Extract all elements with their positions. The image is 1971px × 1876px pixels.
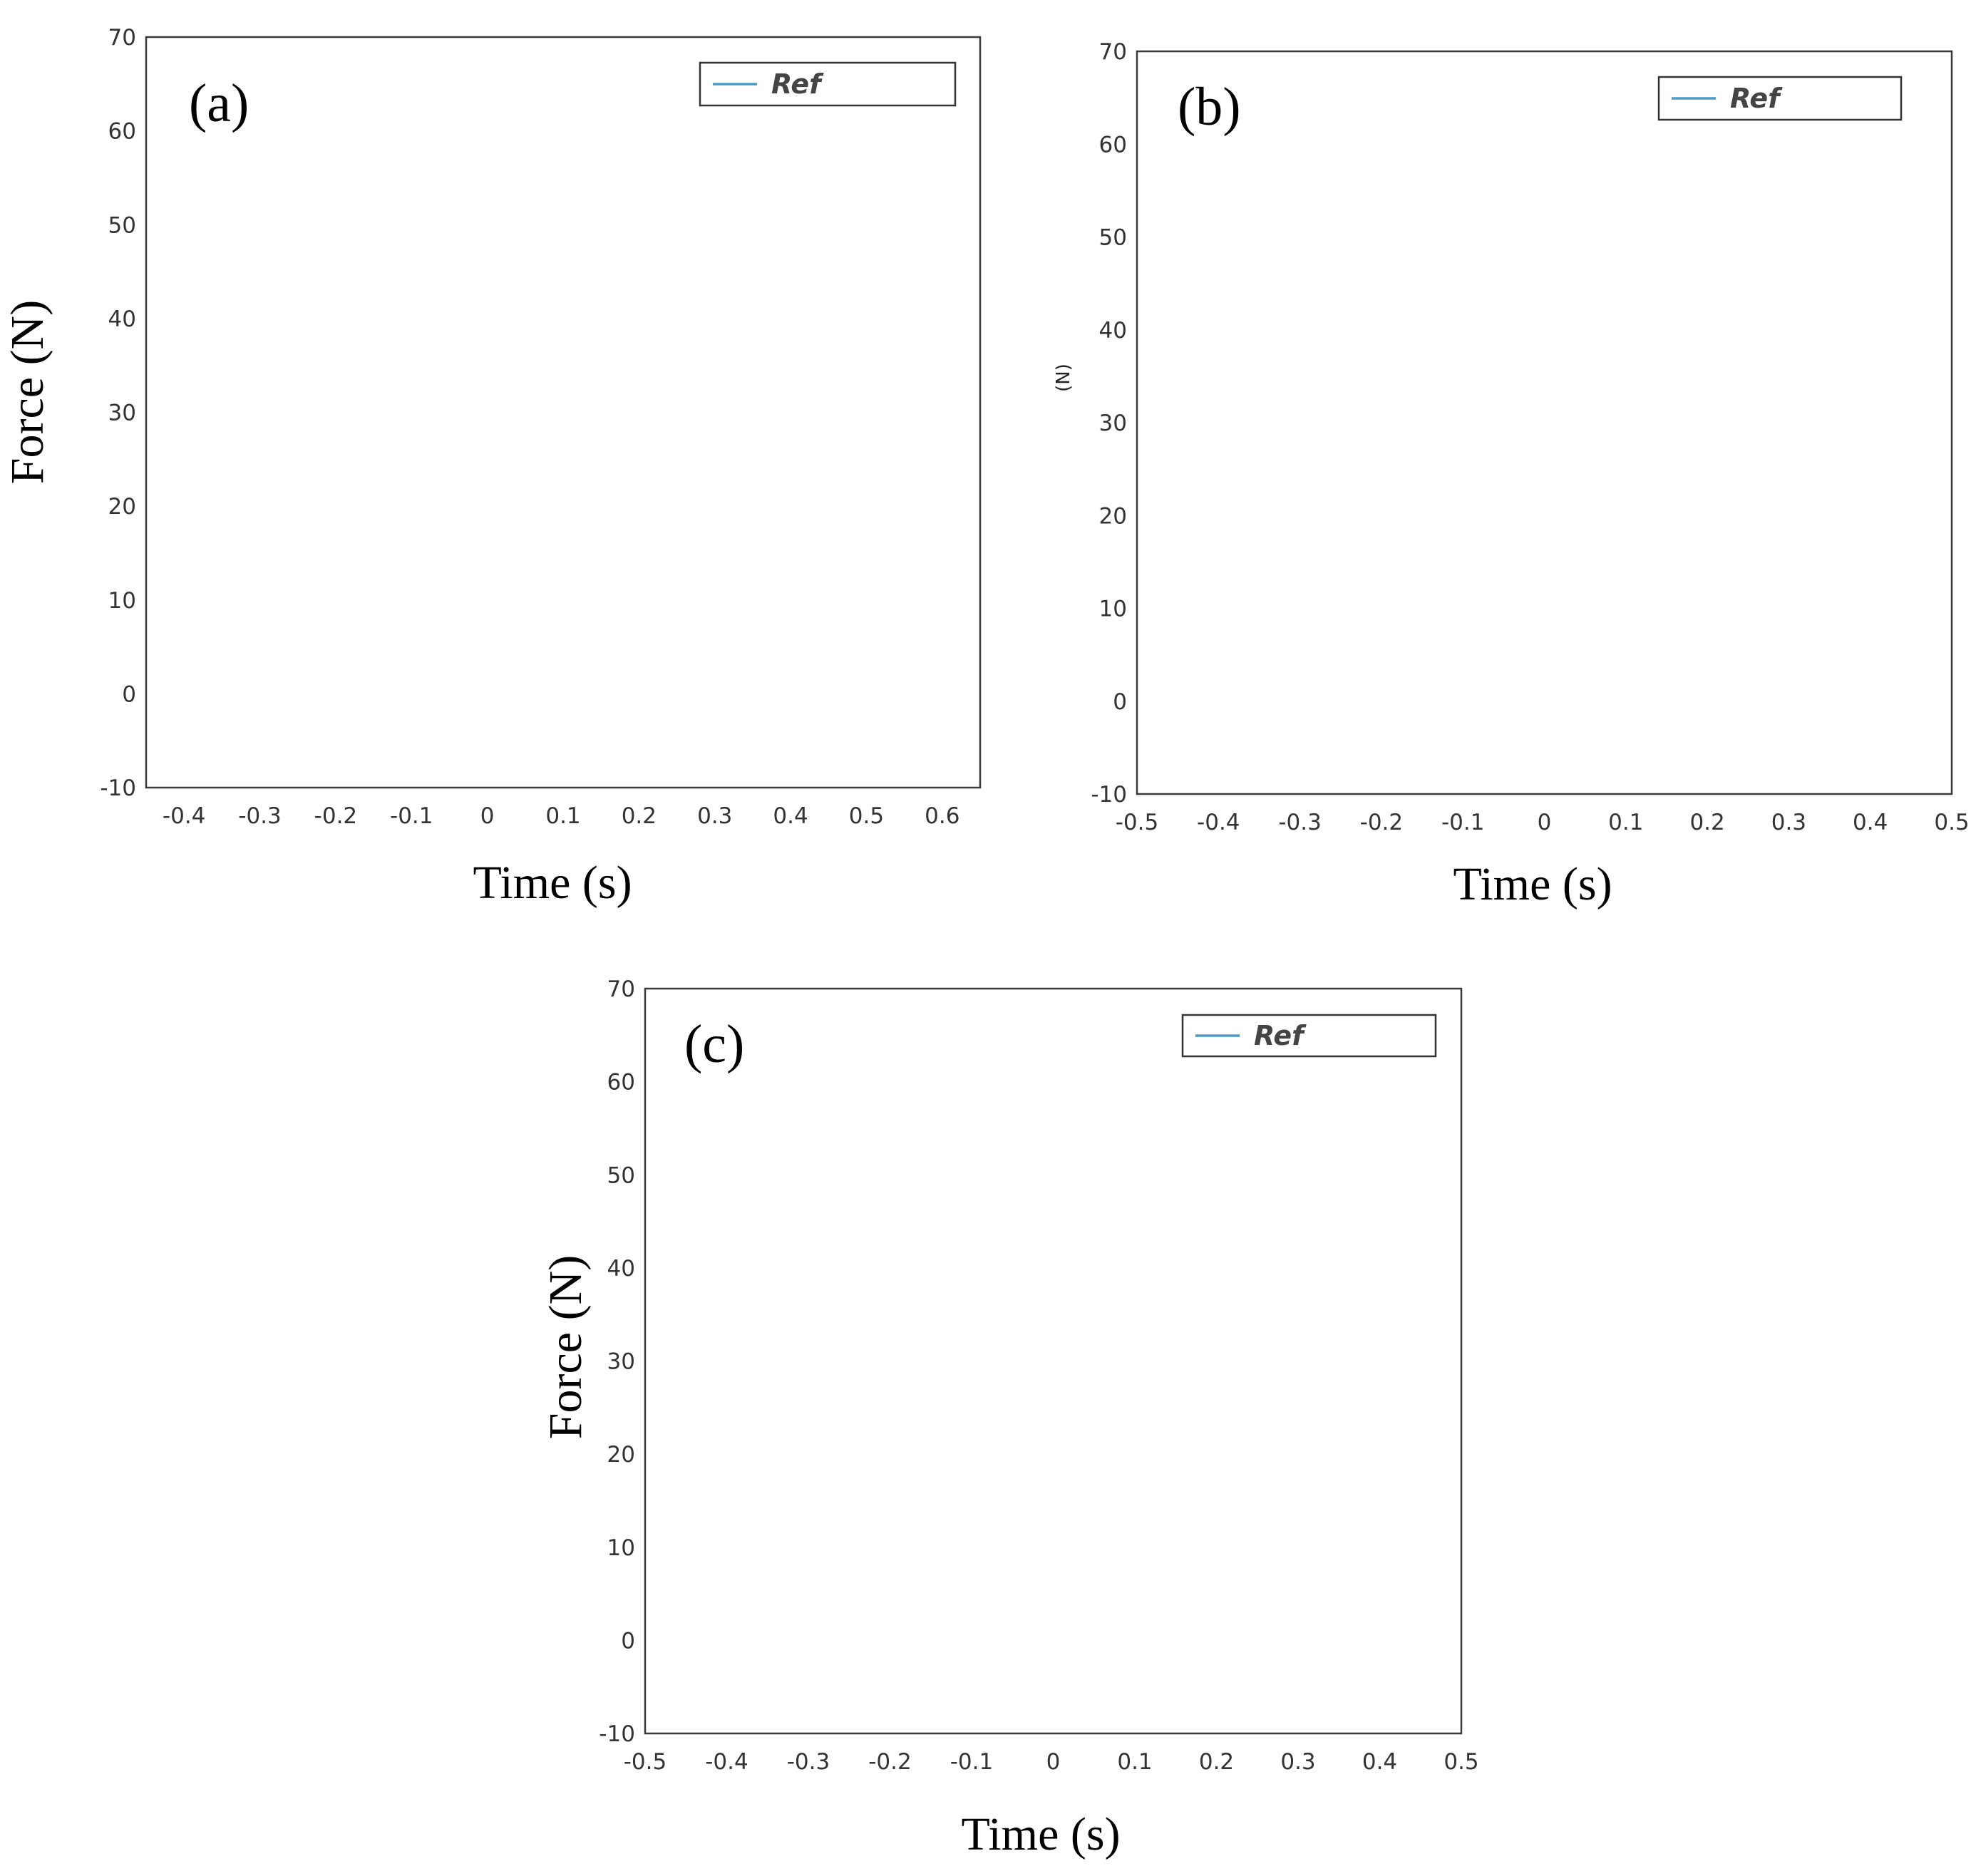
- y-tick-label: 70: [108, 25, 136, 51]
- chart-c: -0.5 -0.4 -0.3 -0.2 -0.1 0 0.1 0.2 0.3 0.4 0.5 -10 0…: [540, 976, 1479, 1860]
- y-tick-label: 10: [607, 1535, 635, 1561]
- y-tick-label: 40: [607, 1256, 635, 1282]
- panel-label: (c): [684, 1014, 744, 1074]
- y-tick-label: 40: [108, 306, 136, 332]
- y-tick-label: 50: [607, 1163, 635, 1188]
- chart-panel-c: -0.5 -0.4 -0.3 -0.2 -0.1 0 0.1 0.2 0.3 0.4 0.5 -10 0…: [540, 976, 1479, 1860]
- chart-panel-b: -0.5 -0.4 -0.3 -0.2 -0.1 0 0.1 0.2 0.3 0.4 0.5 -10 0…: [1053, 39, 1970, 910]
- y-tick-label: 0: [621, 1628, 635, 1654]
- y-tick-label: -10: [100, 775, 136, 801]
- y-tick-label: 20: [108, 494, 136, 520]
- x-tick-label: 0.5: [1443, 1749, 1478, 1775]
- x-tick-label: 0: [480, 803, 495, 829]
- chart-panel-a: -0.4 -0.3 -0.2 -0.1 0 0.1 0.2 0.3 0.4 0.5 0.6 -10 0 1…: [1, 25, 982, 909]
- x-tick-label: 0.3: [1280, 1749, 1315, 1775]
- x-tick-label: 0.1: [1608, 810, 1643, 835]
- x-tick-label: -0.4: [163, 803, 206, 829]
- plot-frame: [145, 36, 982, 789]
- plot-frame: [1136, 50, 1953, 795]
- x-tick-label: -0.1: [950, 1749, 994, 1775]
- x-tick-label: 0.1: [1117, 1749, 1152, 1775]
- x-tick-label: -0.3: [238, 803, 282, 829]
- y-tick-label: 70: [607, 976, 635, 1002]
- x-tick-label: -0.4: [705, 1749, 748, 1775]
- legend: Ref: [699, 61, 957, 107]
- y-tick-label: 0: [1113, 689, 1127, 715]
- y-tick-label: 50: [1099, 225, 1127, 251]
- x-axis-label: Time (s): [961, 1808, 1120, 1860]
- x-axis-label: Time (s): [1453, 858, 1612, 910]
- legend-ref-label: Ref: [1254, 1020, 1307, 1051]
- x-tick-label: 0.4: [773, 803, 808, 829]
- y-tick-label: 10: [108, 588, 136, 614]
- legend: Ref: [1181, 1014, 1437, 1058]
- x-tick-label: 0.2: [1689, 810, 1724, 835]
- x-tick-label: 0: [1046, 1749, 1061, 1775]
- chart-b: -0.5 -0.4 -0.3 -0.2 -0.1 0 0.1 0.2 0.3 0.4 0.5 -10 0…: [1053, 39, 1970, 910]
- plot-frame: [644, 987, 1463, 1735]
- x-axis-label: Time (s): [473, 857, 632, 909]
- x-tick-label: 0.4: [1853, 810, 1888, 835]
- y-tick-label: 20: [607, 1442, 635, 1468]
- y-tick-label: 60: [1099, 132, 1127, 158]
- y-axis-label: (N): [1053, 364, 1074, 392]
- x-tick-label: -0.2: [314, 803, 358, 829]
- x-tick-label: -0.5: [624, 1749, 667, 1775]
- panel-label: (a): [189, 73, 249, 133]
- x-tick-label: 0.2: [622, 803, 657, 829]
- x-tick-label: -0.4: [1197, 810, 1240, 835]
- legend: Ref: [1657, 76, 1903, 121]
- legend-ref-label: Ref: [771, 68, 824, 100]
- y-tick-label: 20: [1099, 503, 1127, 529]
- y-tick-label: 50: [108, 212, 136, 238]
- y-tick-label: 60: [607, 1070, 635, 1096]
- legend-ref-label: Ref: [1730, 83, 1783, 114]
- x-tick-label: -0.1: [390, 803, 433, 829]
- x-tick-label: 0.6: [925, 803, 959, 829]
- x-tick-label: -0.3: [787, 1749, 830, 1775]
- x-tick-label: 0.3: [697, 803, 732, 829]
- y-tick-label: -10: [1091, 782, 1127, 808]
- y-tick-label: 40: [1099, 318, 1127, 344]
- x-tick-label: -0.1: [1441, 810, 1485, 835]
- y-tick-label: 30: [607, 1349, 635, 1375]
- x-tick-label: 0.5: [849, 803, 884, 829]
- y-tick-label: 10: [1099, 597, 1127, 622]
- x-tick-label: 0.3: [1771, 810, 1806, 835]
- x-tick-label: 0: [1538, 810, 1552, 835]
- y-tick-label: 0: [122, 681, 136, 707]
- x-tick-label: 0.1: [545, 803, 580, 829]
- x-tick-label: 0.5: [1934, 810, 1969, 835]
- y-tick-label: 30: [108, 401, 136, 426]
- x-tick-label: -0.3: [1278, 810, 1322, 835]
- x-tick-label: -0.2: [868, 1749, 912, 1775]
- x-tick-label: -0.2: [1360, 810, 1404, 835]
- x-tick-label: 0.2: [1199, 1749, 1234, 1775]
- chart-a: -0.4 -0.3 -0.2 -0.1 0 0.1 0.2 0.3 0.4 0.5 0.6 -10 0 1…: [1, 25, 982, 909]
- y-tick-label: 30: [1099, 411, 1127, 436]
- y-axis-label: Force (N): [1, 300, 53, 484]
- y-tick-label: 60: [108, 119, 136, 145]
- y-tick-label: 70: [1099, 39, 1127, 65]
- panel-label: (b): [1178, 77, 1241, 137]
- x-tick-label: 0.4: [1362, 1749, 1397, 1775]
- y-axis-label: Force (N): [540, 1255, 592, 1439]
- x-tick-label: -0.5: [1116, 810, 1159, 835]
- y-tick-label: -10: [599, 1721, 635, 1747]
